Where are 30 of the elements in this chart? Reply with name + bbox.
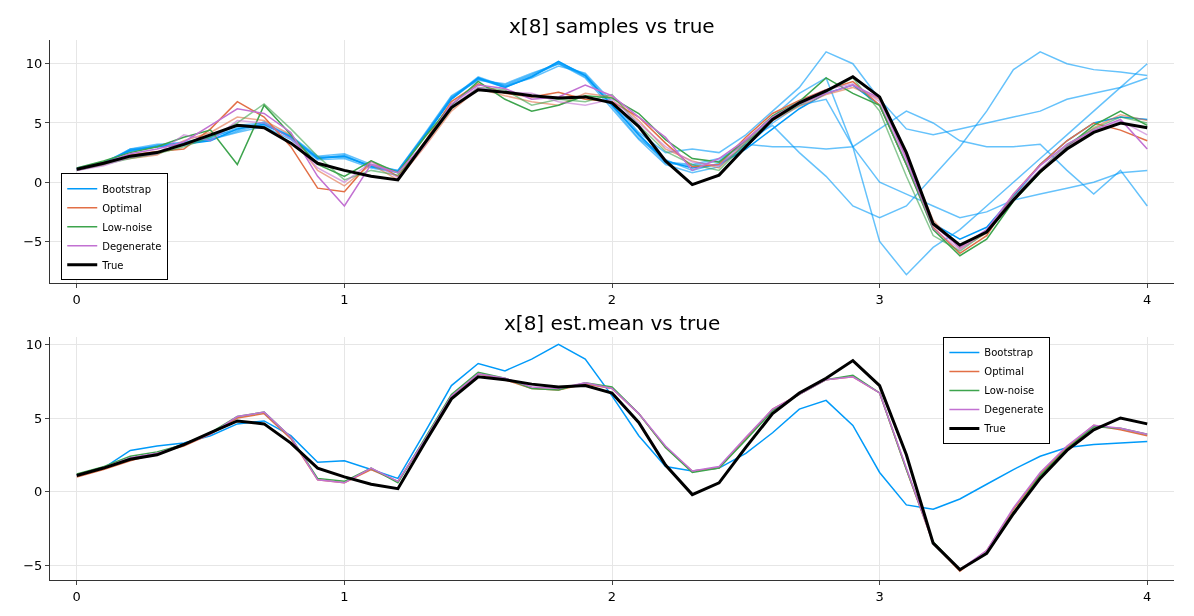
- legend-label: Degenerate: [102, 240, 162, 252]
- legend-label: Optimal: [102, 202, 142, 214]
- x-tick-label: 1: [340, 588, 349, 604]
- x-tick-label: 0: [72, 291, 81, 307]
- chart-title: x[8] samples vs true: [509, 14, 715, 38]
- y-tick-label: 10: [25, 56, 43, 72]
- y-tick-label: 0: [34, 484, 43, 500]
- x-tick-label: 3: [875, 588, 884, 604]
- x-tick-label: 0: [72, 588, 81, 604]
- y-tick-label: 5: [34, 410, 43, 426]
- x-tick-label: 1: [340, 291, 349, 307]
- legend-label: True: [983, 423, 1006, 435]
- x-tick-label: 4: [1143, 291, 1152, 307]
- y-tick-label: 10: [25, 336, 43, 352]
- y-tick-label: 5: [34, 115, 43, 131]
- legend-label: Bootstrap: [984, 347, 1034, 359]
- legend-label: Low-noise: [102, 221, 153, 233]
- legend-label: True: [101, 259, 124, 271]
- x-tick-label: 4: [1143, 588, 1152, 604]
- x-tick-label: 3: [875, 291, 884, 307]
- y-tick-label: −5: [23, 557, 43, 573]
- chart-title: x[8] est.mean vs true: [504, 311, 721, 335]
- legend-label: Low-noise: [984, 385, 1035, 397]
- legend-label: Bootstrap: [102, 183, 151, 195]
- x-tick-label: 2: [607, 588, 617, 604]
- y-tick-label: 0: [34, 174, 43, 190]
- legend-label: Optimal: [984, 366, 1024, 378]
- y-tick-label: −5: [23, 234, 43, 250]
- legend-label: Degenerate: [984, 404, 1044, 416]
- x-tick-label: 2: [607, 291, 617, 307]
